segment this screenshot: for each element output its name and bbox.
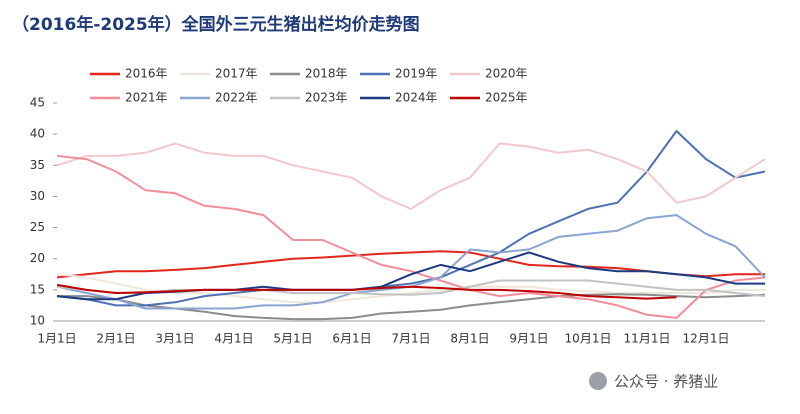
legend-label: 2018年: [305, 67, 348, 81]
footer: 公众号 · 养猪业: [614, 373, 718, 391]
wechat-icon: [589, 372, 607, 390]
x-tick-label: 11月1日: [624, 332, 671, 346]
series-line: [56, 279, 766, 298]
legend-label: 2021年: [125, 91, 168, 105]
legend-label: 2023年: [305, 91, 348, 105]
legend-label: 2020年: [485, 67, 528, 81]
legend-label: 2017年: [215, 67, 258, 81]
x-tick-label: 7月1日: [391, 332, 430, 346]
x-tick-label: 4月1日: [214, 332, 253, 346]
series-line: [56, 154, 766, 319]
x-tick-label: 6月1日: [332, 332, 371, 346]
legend-label: 2019年: [395, 67, 438, 81]
legend-label: 2024年: [395, 91, 438, 105]
x-tick-label: 10月1日: [565, 332, 612, 346]
x-tick-label: 9月1日: [509, 332, 548, 346]
x-tick-label: 12月1日: [683, 332, 730, 346]
y-tick-label: 20: [30, 251, 45, 265]
legend-label: 2025年: [485, 91, 528, 105]
y-tick-label: 45: [30, 96, 45, 110]
legend-label: 2022年: [215, 91, 258, 105]
y-tick-label: 25: [30, 220, 45, 234]
series-line: [56, 273, 765, 304]
y-tick-label: 35: [30, 158, 45, 172]
series-line: [56, 142, 766, 210]
y-tick-label: 10: [30, 314, 45, 328]
x-tick-label: 5月1日: [273, 332, 312, 346]
x-tick-label: 1月1日: [37, 332, 76, 346]
y-tick-label: 40: [30, 127, 45, 141]
series-line: [56, 130, 766, 307]
series-line: [56, 283, 677, 300]
chart-title: （2016年-2025年）全国外三元生猪出栏均价走势图: [12, 14, 420, 35]
y-tick-label: 30: [30, 189, 45, 203]
x-tick-label: 3月1日: [155, 332, 194, 346]
legend-label: 2016年: [125, 67, 168, 81]
x-tick-label: 8月1日: [450, 332, 489, 346]
y-tick-label: 15: [30, 282, 45, 296]
x-tick-label: 2月1日: [96, 332, 135, 346]
